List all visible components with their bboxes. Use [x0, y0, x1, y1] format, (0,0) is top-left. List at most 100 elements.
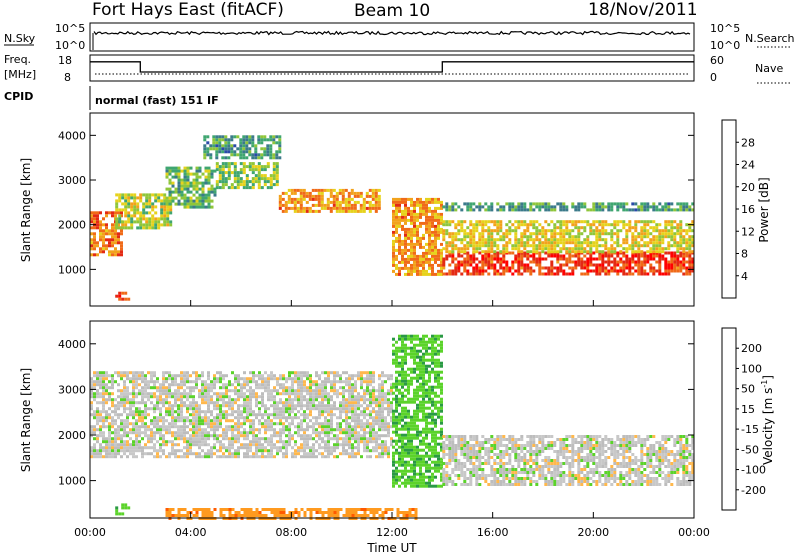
heatmap-cell: [132, 371, 135, 375]
heatmap-cell: [126, 422, 129, 426]
heatmap-cell: [348, 425, 351, 429]
heatmap-cell: [469, 257, 473, 261]
heatmap-cell: [251, 180, 255, 184]
heatmap-cell: [142, 217, 146, 221]
heatmap-cell: [180, 455, 183, 459]
heatmap-cell: [523, 244, 527, 248]
heatmap-cell: [189, 389, 192, 393]
heatmap-cell: [556, 226, 560, 230]
heatmap-cell: [111, 416, 114, 420]
heatmap-cell: [90, 386, 93, 390]
heatmap-cell: [300, 389, 303, 393]
heatmap-cell: [514, 241, 518, 245]
heatmap-cell: [392, 248, 395, 252]
heatmap-cell: [329, 206, 333, 210]
heatmap-cell: [318, 407, 321, 411]
heatmap-cell: [410, 266, 413, 270]
heatmap-cell: [556, 250, 560, 254]
heatmap-cell: [147, 446, 150, 450]
heatmap-cell: [404, 484, 407, 488]
heatmap-cell: [434, 236, 437, 240]
heatmap-cell: [246, 455, 249, 459]
heatmap-cell: [163, 202, 167, 206]
heatmap-cell: [595, 272, 599, 276]
heatmap-cell: [162, 389, 165, 393]
heatmap-cell: [136, 205, 140, 209]
heatmap-cell: [326, 206, 330, 210]
heatmap-cell: [228, 398, 231, 402]
heatmap-cell: [401, 227, 404, 231]
heatmap-cell: [613, 260, 617, 264]
heatmap-cell: [255, 428, 258, 432]
heatmap-cell: [221, 171, 225, 175]
heatmap-cell: [598, 223, 602, 227]
heatmap-cell: [168, 202, 172, 206]
heatmap-cell: [294, 377, 297, 381]
heatmap-cell: [207, 178, 211, 182]
heatmap-cell: [243, 380, 246, 384]
heatmap-cell: [607, 223, 611, 227]
heatmap-cell: [153, 422, 156, 426]
heatmap-cell: [162, 452, 165, 456]
heatmap-cell: [395, 478, 398, 482]
heatmap-cell: [387, 407, 390, 411]
heatmap-cell: [628, 260, 632, 264]
heatmap-cell: [407, 236, 410, 240]
heatmap-cell: [425, 212, 428, 216]
heatmap-cell: [157, 199, 161, 203]
heatmap-cell: [198, 422, 201, 426]
heatmap-cell: [90, 214, 93, 218]
heatmap-cell: [404, 415, 407, 419]
heatmap-cell: [640, 238, 644, 242]
heatmap-cell: [390, 437, 393, 441]
power-colorbar-label: Power [dB]: [757, 177, 771, 242]
heatmap-cell: [142, 223, 146, 227]
heatmap-cell: [440, 266, 443, 270]
heatmap-cell: [416, 257, 419, 261]
heatmap-cell: [375, 419, 378, 423]
heatmap-cell: [649, 238, 653, 242]
heatmap-cell: [398, 272, 401, 276]
heatmap-cell: [416, 224, 419, 228]
heatmap-cell: [293, 188, 297, 192]
heatmap-cell: [252, 380, 255, 384]
heatmap-cell: [655, 205, 659, 209]
heatmap-cell: [655, 229, 659, 233]
heatmap-cell: [670, 254, 674, 258]
heatmap-cell: [505, 260, 509, 264]
freq-left-label: Freq.: [4, 53, 31, 66]
heatmap-cell: [276, 404, 279, 408]
heatmap-cell: [213, 193, 217, 197]
y-tick-label: 3000: [58, 174, 86, 187]
heatmap-cell: [646, 208, 650, 212]
heatmap-cell: [604, 251, 608, 255]
heatmap-cell: [324, 449, 327, 453]
heatmap-cell: [372, 407, 375, 411]
heatmap-cell: [147, 425, 150, 429]
heatmap-cell: [416, 260, 419, 264]
heatmap-cell: [505, 244, 509, 248]
heatmap-cell: [398, 388, 401, 392]
heatmap-cell: [174, 196, 178, 200]
heatmap-cell: [351, 383, 354, 387]
heatmap-cell: [129, 431, 132, 435]
heatmap-cell: [354, 401, 357, 405]
heatmap-cell: [251, 177, 255, 181]
heatmap-cell: [209, 144, 213, 148]
heatmap-cell: [303, 440, 306, 444]
heatmap-cell: [670, 235, 674, 239]
heatmap-cell: [324, 431, 327, 435]
heatmap-cell: [643, 235, 647, 239]
heatmap-cell: [270, 452, 273, 456]
heatmap-cell: [317, 209, 321, 213]
heatmap-cell: [448, 208, 452, 212]
heatmap-cell: [413, 260, 416, 264]
heatmap-cell: [442, 223, 446, 227]
heatmap-cell: [336, 455, 339, 459]
heatmap-cell: [529, 266, 533, 270]
heatmap-cell: [493, 272, 497, 276]
heatmap-cell: [165, 202, 169, 206]
heatmap-cell: [398, 245, 401, 249]
heatmap-cell: [407, 206, 410, 210]
heatmap-cell: [404, 379, 407, 383]
